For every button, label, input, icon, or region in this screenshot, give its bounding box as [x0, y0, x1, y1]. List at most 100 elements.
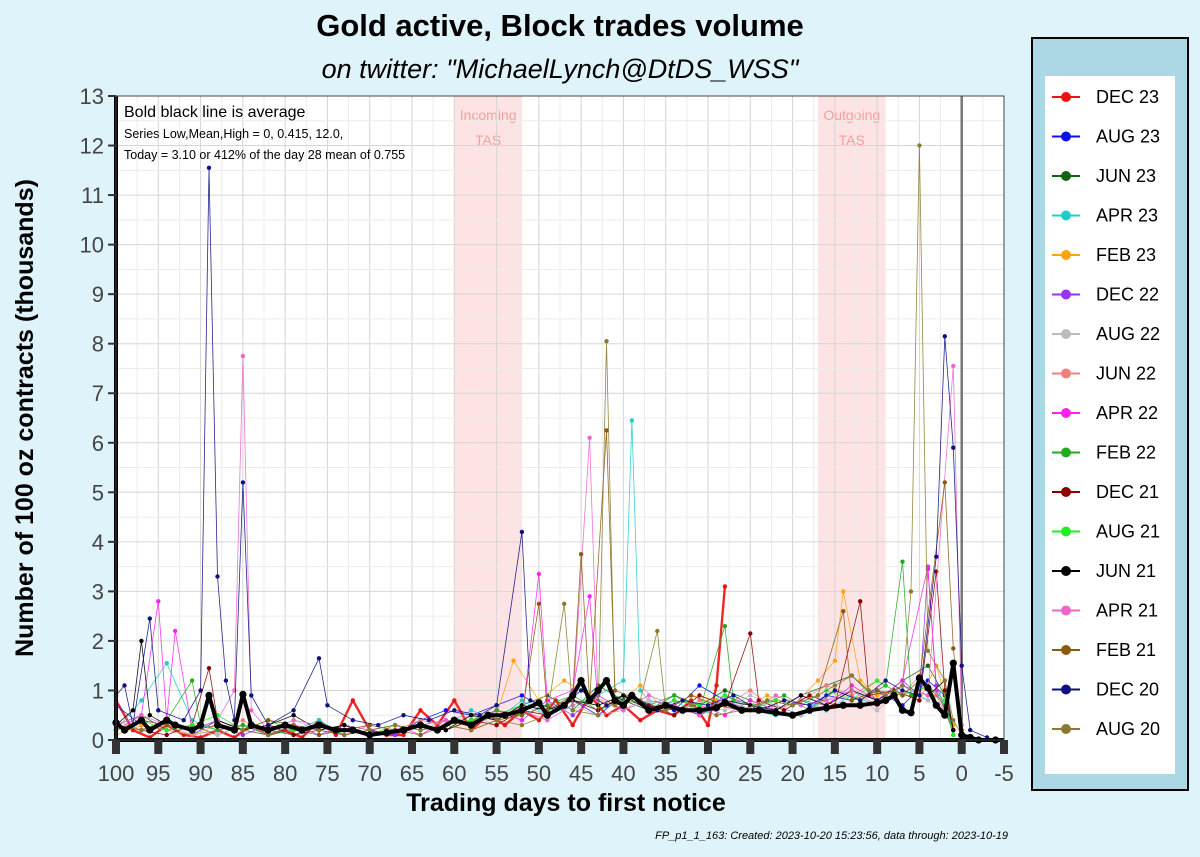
x-tick-label: 90 — [188, 761, 212, 786]
y-tick-label: 4 — [92, 530, 104, 555]
chart-subtitle: on twitter: "MichaelLynch@DtDS_WSS" — [322, 54, 800, 84]
y-tick-label: 1 — [92, 678, 104, 703]
series-point-16 — [418, 727, 423, 733]
series-point-12 — [951, 727, 956, 733]
series-point-13 — [951, 363, 956, 369]
y-tick-label: 11 — [81, 183, 104, 208]
average-point — [679, 706, 687, 714]
series-point-16 — [604, 339, 609, 344]
series-point-16 — [815, 693, 821, 698]
series-point-0 — [350, 698, 355, 703]
series-point-16 — [900, 683, 905, 688]
series-point-10 — [748, 631, 753, 636]
y-tick-label: 12 — [80, 134, 104, 159]
series-point-16 — [562, 601, 567, 606]
legend-label: AUG 21 — [1096, 522, 1160, 542]
series-point-5 — [570, 713, 575, 718]
series-point-16 — [595, 713, 601, 718]
legend-label: APR 21 — [1096, 601, 1158, 621]
series-point-14 — [316, 732, 322, 738]
legend-swatch-dot — [1061, 289, 1071, 300]
average-point — [924, 684, 932, 692]
average-point — [281, 721, 289, 729]
series-point-16 — [612, 703, 618, 708]
series-point-7 — [240, 718, 246, 723]
series-point-15 — [316, 656, 322, 661]
series-point-15 — [959, 663, 964, 668]
tas-band-sublabel-0: TAS — [475, 132, 501, 148]
series-point-16 — [316, 727, 322, 733]
average-point — [695, 706, 704, 714]
axes — [114, 95, 1005, 742]
y-tick-label: 9 — [92, 282, 104, 307]
series-point-14 — [519, 713, 525, 718]
series-point-15 — [578, 688, 584, 693]
series-point-15 — [198, 688, 203, 693]
y-tick-label: 0 — [92, 728, 104, 753]
average-point — [188, 726, 196, 734]
series-point-14 — [418, 732, 423, 738]
series-point-8 — [587, 594, 592, 599]
average-point — [602, 677, 611, 685]
series-point-8 — [545, 698, 550, 703]
x-tick-label: 15 — [823, 761, 847, 786]
average-point — [628, 691, 636, 700]
series-point-15 — [350, 718, 355, 723]
series-point-15 — [883, 678, 888, 683]
average-point — [137, 716, 145, 724]
average-point — [146, 726, 154, 734]
series-point-15 — [604, 703, 609, 708]
series-point-3 — [139, 698, 144, 703]
series-point-10 — [672, 713, 677, 718]
series-point-0 — [705, 722, 711, 728]
average-point — [171, 721, 179, 729]
average-point — [467, 721, 475, 729]
series-point-10 — [494, 722, 499, 728]
legend-label: FEB 21 — [1096, 640, 1156, 660]
y-tick-label: 13 — [80, 84, 104, 109]
series-point-14 — [951, 646, 956, 651]
average-point — [949, 659, 957, 667]
average-point — [882, 696, 890, 705]
series-point-16 — [832, 683, 838, 688]
series-point-13 — [249, 708, 254, 713]
average-point — [501, 711, 509, 719]
series-point-15 — [206, 165, 212, 170]
average-point — [873, 699, 881, 707]
series-point-4 — [765, 693, 770, 698]
series-point-15 — [122, 683, 127, 688]
series-point-8 — [519, 718, 525, 723]
series-point-4 — [841, 589, 846, 594]
average-point — [433, 726, 441, 734]
series-point-8 — [173, 628, 178, 634]
series-point-16 — [367, 727, 372, 733]
average-line — [112, 659, 1000, 744]
x-tick-labels: 100 95 90 85 80 75 70 65 60 55 50 45 40 35 30 25 20 15 10 5… — [98, 740, 1014, 786]
series-point-15 — [951, 445, 956, 450]
series-point-15 — [426, 718, 432, 723]
series-point-16 — [342, 732, 347, 738]
grid-lines — [115, 95, 1005, 741]
y-tick-label: 5 — [92, 480, 104, 505]
series-point-12 — [798, 693, 804, 698]
series-point-12 — [139, 638, 144, 644]
series-point-13 — [291, 718, 296, 723]
series-point-15 — [528, 698, 533, 703]
legend-label: AUG 23 — [1096, 127, 1160, 147]
series-point-5 — [392, 732, 398, 738]
series-point-0 — [418, 708, 423, 713]
average-point — [907, 709, 915, 717]
series-point-14 — [266, 718, 271, 723]
series-point-14 — [536, 601, 542, 606]
series-point-11 — [874, 678, 880, 683]
series-point-14 — [578, 552, 584, 557]
y-tick-label: 8 — [92, 332, 104, 357]
y-axis-title: Number of 100 oz contracts (thousands) — [11, 179, 39, 657]
legend-label: JUN 23 — [1096, 166, 1156, 186]
x-tick-label: 85 — [231, 761, 255, 786]
x-tick-label: 60 — [442, 761, 466, 786]
series-point-13 — [240, 353, 246, 359]
average-point — [941, 711, 949, 719]
series-point-15 — [477, 713, 482, 718]
series-point-8 — [156, 599, 161, 604]
